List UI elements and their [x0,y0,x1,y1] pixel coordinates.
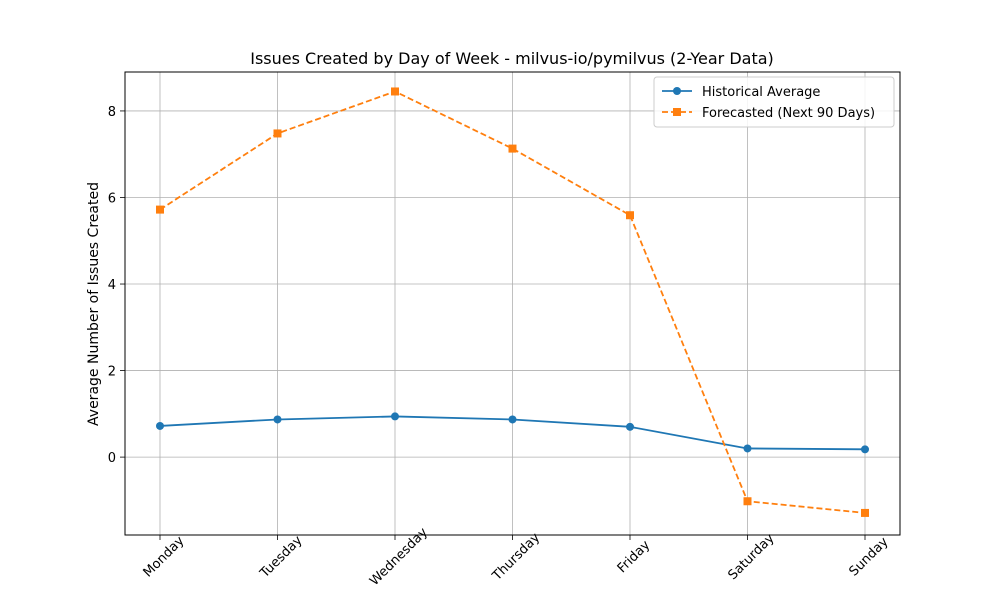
x-tick-label: Sunday [846,534,891,579]
x-tick-label: Friday [615,538,654,577]
legend-marker-circle [673,87,681,95]
chart-title: Issues Created by Day of Week - milvus-i… [250,49,774,68]
y-tick-label: 2 [108,365,116,380]
legend: Historical Average Forecasted (Next 90 Da… [653,76,895,128]
data-point-square [861,508,869,517]
y-tick-label: 0 [108,451,116,466]
data-point-square [626,211,634,220]
data-point-circle [743,444,752,453]
x-tick-label: Thursday [489,530,543,584]
data-point-circle [273,415,282,424]
y-tick-label: 6 [108,191,116,206]
data-point-square [273,129,282,138]
x-tick-label: Wednesday [367,525,431,589]
data-point-square [156,205,164,214]
legend-box [653,76,895,128]
data-point-circle [861,445,869,454]
y-tick-label: 4 [108,278,116,293]
data-point-circle [391,412,399,421]
legend-marker-square [673,108,681,116]
data-point-square [391,87,399,96]
x-tick-label: Saturday [725,531,777,583]
series-layer [156,87,869,517]
data-point-square [508,144,517,153]
y-tick-label: 8 [108,105,116,120]
legend-label: Forecasted (Next 90 Days) [702,106,875,121]
legend-label: Historical Average [702,85,820,100]
x-tick-label: Monday [141,533,188,580]
grid-layer [125,72,900,535]
axis-layer: Monday Tuesday Wednesday Thursday Friday Satu… [108,105,892,589]
data-point-square [743,497,752,506]
data-point-circle [156,421,164,430]
data-point-circle [508,415,517,424]
data-point-circle [626,422,634,431]
x-tick-label: Tuesday [257,533,306,582]
y-axis-label: Average Number of Issues Created [86,182,102,426]
